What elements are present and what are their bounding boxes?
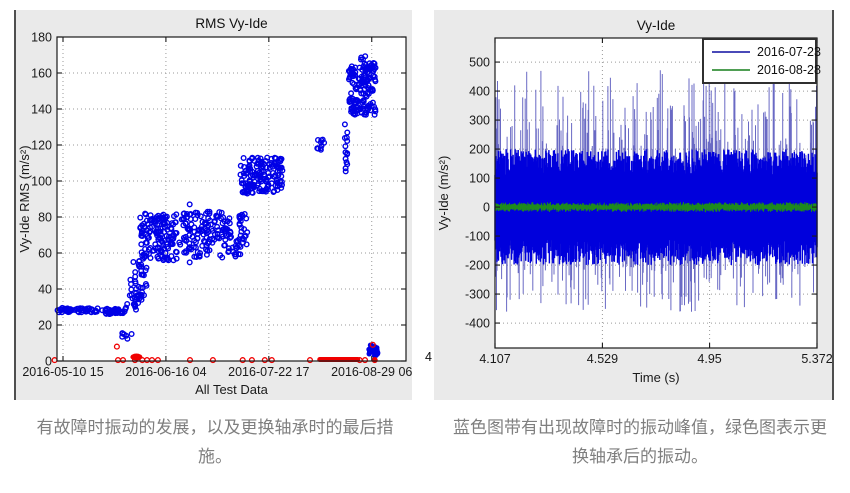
svg-text:40: 40 xyxy=(38,283,52,297)
svg-text:2016-08-29 06: 2016-08-29 06 xyxy=(331,365,412,379)
svg-text:Vy-Ide RMS (m/s²): Vy-Ide RMS (m/s²) xyxy=(17,145,32,252)
caption-left: 有故障时振动的发展，以及更换轴承时的最后措施。 xyxy=(36,418,394,466)
svg-text:2016-07-22 17: 2016-07-22 17 xyxy=(228,365,309,379)
svg-text:0: 0 xyxy=(45,355,52,369)
svg-text:60: 60 xyxy=(38,247,52,261)
svg-text:-200: -200 xyxy=(465,259,490,273)
svg-text:4.107: 4.107 xyxy=(479,352,510,366)
svg-text:20: 20 xyxy=(38,319,52,333)
svg-text:180: 180 xyxy=(31,31,52,45)
legend-entry-fault: 2016-07-23 xyxy=(712,43,821,61)
legend-label-fault-date: 2016-07-23 xyxy=(757,45,821,59)
svg-text:2016-06-16 04: 2016-06-16 04 xyxy=(125,365,206,379)
svg-text:100: 100 xyxy=(31,175,52,189)
svg-text:400: 400 xyxy=(469,85,490,99)
svg-text:All Test Data: All Test Data xyxy=(195,382,269,397)
right-chart-title: Vy-Ide xyxy=(636,18,676,33)
left-chart-title: RMS Vy-Ide xyxy=(195,16,268,31)
svg-text:5.372: 5.372 xyxy=(801,352,832,366)
svg-text:500: 500 xyxy=(469,56,490,70)
right-chart-svg: -400 -300 -200 -100 0 100 200 300 400 500 4.107 4.5… xyxy=(436,37,832,385)
svg-text:300: 300 xyxy=(469,114,490,128)
svg-text:80: 80 xyxy=(38,211,52,225)
legend-label-replaced-date: 2016-08-28 xyxy=(757,63,821,77)
legend-box: 2016-07-23 2016-08-28 xyxy=(702,38,821,84)
svg-text:140: 140 xyxy=(31,103,52,117)
figure-right-waveform: -400 -300 -200 -100 0 100 200 300 400 500 4.107 4.5… xyxy=(434,10,834,400)
svg-text:160: 160 xyxy=(31,67,52,81)
legend-entry-replaced: 2016-08-28 xyxy=(712,61,821,79)
caption-right: 蓝色图带有出现故障时的振动峰值，绿色图表示更换轴承后的振动。 xyxy=(453,418,827,466)
svg-text:4.95: 4.95 xyxy=(697,352,721,366)
svg-text:4.529: 4.529 xyxy=(587,352,618,366)
svg-text:-100: -100 xyxy=(465,230,490,244)
legend-line-blue xyxy=(712,51,750,53)
legend-line-green xyxy=(712,69,750,71)
svg-text:Time (s): Time (s) xyxy=(632,370,679,385)
svg-text:2016-05-10 15: 2016-05-10 15 xyxy=(22,365,103,379)
figure-left-rms-trend: 0 20 40 60 80 100 120 140 160 180 2016-05-10 15 201… xyxy=(14,10,412,400)
stray-xtick-label: 4 xyxy=(425,350,432,364)
svg-text:0: 0 xyxy=(483,201,490,215)
svg-text:120: 120 xyxy=(31,139,52,153)
svg-text:100: 100 xyxy=(469,172,490,186)
svg-text:-300: -300 xyxy=(465,288,490,302)
left-chart-svg: 0 20 40 60 80 100 120 140 160 180 2016-05-10 15 201… xyxy=(17,31,412,398)
svg-text:-400: -400 xyxy=(465,317,490,331)
svg-text:Vy-Ide (m/s²): Vy-Ide (m/s²) xyxy=(436,156,451,231)
svg-text:200: 200 xyxy=(469,143,490,157)
